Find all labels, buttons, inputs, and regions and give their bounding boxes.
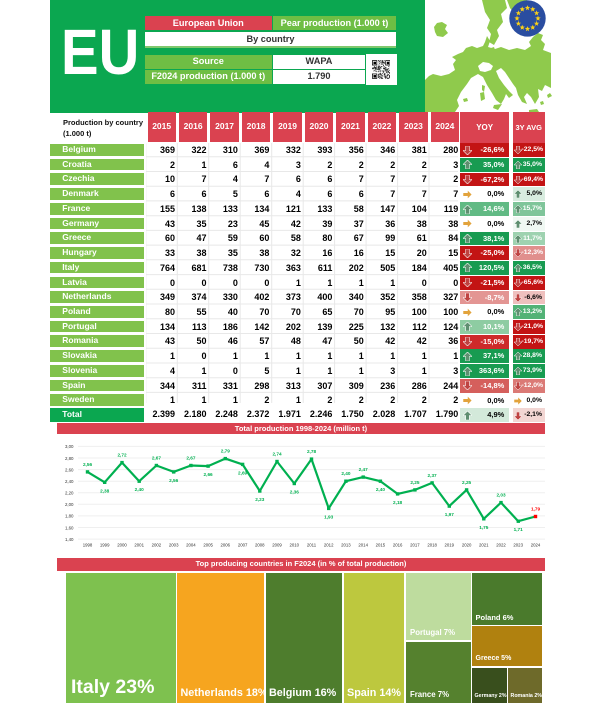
- svg-text:2,37: 2,37: [428, 473, 438, 478]
- svg-text:2,66: 2,66: [204, 472, 214, 477]
- svg-text:2,56: 2,56: [83, 462, 93, 467]
- svg-text:2013: 2013: [341, 543, 351, 548]
- svg-text:2001: 2001: [134, 543, 144, 548]
- svg-text:2,79: 2,79: [221, 449, 231, 454]
- svg-text:1,79: 1,79: [531, 507, 541, 512]
- svg-text:2,72: 2,72: [117, 453, 127, 458]
- svg-text:2,67: 2,67: [186, 456, 196, 461]
- svg-text:2,40: 2,40: [135, 487, 145, 492]
- svg-text:2,67: 2,67: [152, 456, 162, 461]
- svg-text:2004: 2004: [186, 543, 196, 548]
- svg-text:2012: 2012: [324, 543, 334, 548]
- svg-text:2003: 2003: [169, 543, 179, 548]
- svg-text:2,03: 2,03: [496, 493, 506, 498]
- svg-text:2,23: 2,23: [255, 497, 265, 502]
- svg-text:2,69: 2,69: [238, 470, 248, 475]
- svg-text:2,60: 2,60: [65, 467, 74, 472]
- svg-text:1,40: 1,40: [65, 537, 74, 542]
- svg-text:2,40: 2,40: [341, 471, 351, 476]
- svg-text:1,60: 1,60: [65, 525, 74, 530]
- svg-text:2018: 2018: [427, 543, 437, 548]
- svg-text:2010: 2010: [290, 543, 300, 548]
- svg-text:1,97: 1,97: [445, 512, 455, 517]
- svg-text:2006: 2006: [221, 543, 231, 548]
- svg-text:1999: 1999: [100, 543, 110, 548]
- svg-text:2,38: 2,38: [100, 488, 110, 493]
- svg-text:2000: 2000: [117, 543, 127, 548]
- svg-text:2,47: 2,47: [359, 467, 369, 472]
- svg-text:2023: 2023: [513, 543, 523, 548]
- svg-text:2,25: 2,25: [410, 480, 420, 485]
- svg-text:2007: 2007: [238, 543, 248, 548]
- svg-text:2009: 2009: [272, 543, 282, 548]
- svg-text:2,40: 2,40: [65, 479, 74, 484]
- svg-text:2024: 2024: [531, 543, 541, 548]
- svg-text:2,00: 2,00: [65, 502, 74, 507]
- svg-text:2,20: 2,20: [65, 491, 74, 496]
- svg-text:2,80: 2,80: [65, 456, 74, 461]
- svg-text:2020: 2020: [462, 543, 472, 548]
- svg-text:2011: 2011: [307, 543, 317, 548]
- svg-text:1,93: 1,93: [324, 514, 334, 519]
- svg-text:2,36: 2,36: [290, 490, 300, 495]
- svg-text:2002: 2002: [152, 543, 162, 548]
- svg-text:2022: 2022: [496, 543, 506, 548]
- svg-text:2005: 2005: [203, 543, 213, 548]
- svg-text:1,71: 1,71: [514, 527, 524, 532]
- svg-text:2017: 2017: [410, 543, 420, 548]
- svg-text:2,56: 2,56: [169, 478, 179, 483]
- svg-text:2,25: 2,25: [462, 480, 472, 485]
- svg-text:2,18: 2,18: [393, 500, 403, 505]
- svg-text:2015: 2015: [376, 543, 386, 548]
- svg-text:1,80: 1,80: [65, 514, 74, 519]
- svg-text:2,74: 2,74: [272, 452, 282, 457]
- svg-text:2,78: 2,78: [307, 449, 317, 454]
- svg-text:3,00: 3,00: [65, 444, 74, 449]
- svg-text:1998: 1998: [83, 543, 93, 548]
- svg-text:2014: 2014: [358, 543, 368, 548]
- svg-text:2,40: 2,40: [376, 487, 386, 492]
- svg-text:1,75: 1,75: [479, 525, 489, 530]
- svg-text:2021: 2021: [479, 543, 489, 548]
- svg-text:2016: 2016: [393, 543, 403, 548]
- svg-text:2019: 2019: [445, 543, 455, 548]
- svg-text:2008: 2008: [255, 543, 265, 548]
